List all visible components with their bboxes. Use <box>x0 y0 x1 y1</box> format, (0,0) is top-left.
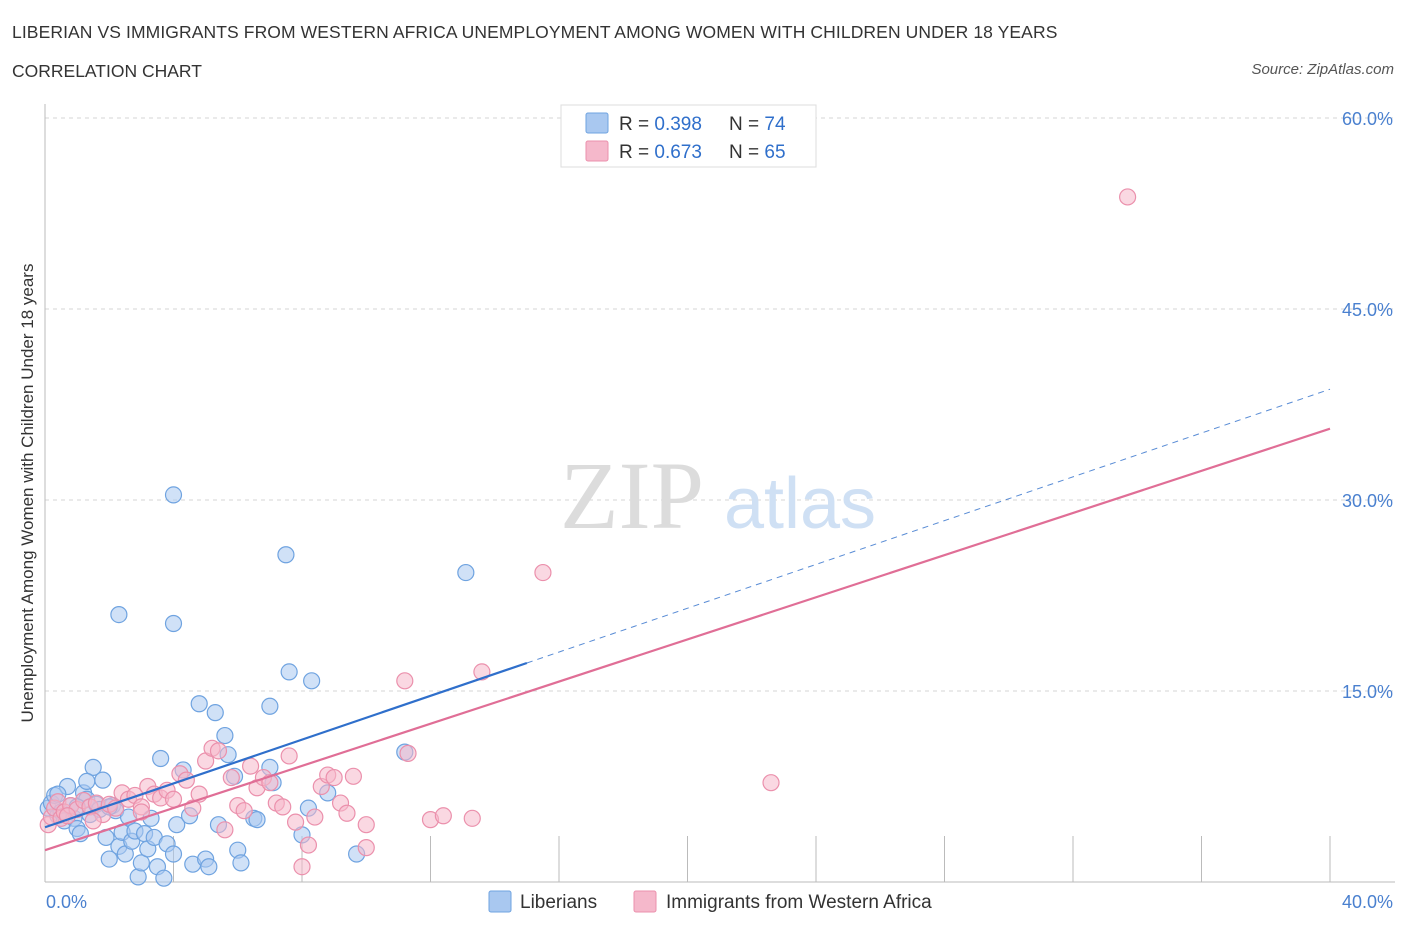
legend-swatch-liberians <box>488 890 512 913</box>
data-point <box>132 803 150 821</box>
data-point <box>152 749 170 768</box>
x-tick-label: 0.0% <box>46 892 87 912</box>
y-axis-label: Unemployment Among Women with Children U… <box>18 264 37 723</box>
data-point <box>434 807 452 825</box>
data-point <box>100 850 118 868</box>
data-point <box>235 802 253 820</box>
data-point <box>534 563 552 582</box>
data-point <box>338 804 356 822</box>
data-point <box>357 816 375 834</box>
y-tick-label: 15.0% <box>1342 682 1393 702</box>
data-point <box>1119 188 1137 206</box>
data-point <box>164 486 183 504</box>
legend-r-value: 0.398 <box>654 114 702 135</box>
watermark-atlas: atlas <box>724 464 876 544</box>
data-point <box>286 813 305 831</box>
data-point <box>274 798 292 816</box>
y-tick-label: 30.0% <box>1342 491 1393 511</box>
data-point <box>306 808 324 826</box>
legend-n-value: 65 <box>764 142 785 163</box>
legend-n-label: N = <box>729 114 764 135</box>
source-credit: Source: ZipAtlas.com <box>1251 61 1394 78</box>
data-point <box>293 858 311 876</box>
chart-subtitle: CORRELATION CHART <box>12 61 202 81</box>
trend-line-immigrants <box>44 427 1331 852</box>
trend-line-liberians-extension <box>526 388 1331 664</box>
legend-swatch-immigrants <box>633 890 657 913</box>
data-point <box>94 771 112 789</box>
data-point <box>277 546 295 564</box>
data-point <box>78 772 96 791</box>
svg-text:R = 0.398: R = 0.398 <box>619 114 702 135</box>
data-point <box>344 767 362 785</box>
series-legend: Liberians Immigrants from Western Africa <box>488 890 932 913</box>
legend-swatch-liberians <box>585 112 609 134</box>
x-tick-labels: 0.0% 40.0% <box>46 892 1393 912</box>
legend-r-label: R = <box>619 142 654 163</box>
y-tick-label: 60.0% <box>1342 109 1393 129</box>
legend-label-immigrants: Immigrants from Western Africa <box>666 892 932 913</box>
data-point <box>457 563 475 582</box>
data-point <box>762 774 780 792</box>
data-point <box>280 747 298 765</box>
data-point <box>164 790 183 808</box>
data-point <box>84 758 102 777</box>
data-point <box>299 836 318 854</box>
svg-text:N = 74: N = 74 <box>729 114 786 135</box>
trend-lines <box>44 388 1331 852</box>
data-point <box>110 605 128 624</box>
data-point <box>261 697 279 715</box>
legend-label-liberians: Liberians <box>520 892 597 913</box>
grid-lines <box>45 117 1395 692</box>
data-point <box>222 768 240 787</box>
legend-n-value: 74 <box>764 114 786 135</box>
data-point <box>248 811 266 829</box>
svg-text:N = 65: N = 65 <box>729 142 786 163</box>
data-point <box>463 809 481 827</box>
data-point <box>399 744 417 762</box>
y-tick-labels: 15.0% 30.0% 45.0% 60.0% <box>1342 109 1393 702</box>
chart-title: LIBERIAN VS IMMIGRANTS FROM WESTERN AFRI… <box>12 22 1058 42</box>
data-point <box>303 672 321 690</box>
data-point <box>84 812 102 830</box>
svg-text:R = 0.673: R = 0.673 <box>619 142 702 163</box>
legend-n-label: N = <box>729 142 764 163</box>
data-point <box>155 869 173 887</box>
data-point <box>132 854 150 872</box>
data-point <box>396 672 414 690</box>
data-point <box>164 614 183 633</box>
legend-swatch-immigrants <box>585 140 609 162</box>
data-point <box>168 816 186 834</box>
data-point <box>232 854 250 872</box>
x-tick-label: 40.0% <box>1342 892 1393 912</box>
data-point <box>242 757 260 775</box>
data-point <box>216 821 234 839</box>
trend-line-liberians <box>44 661 528 829</box>
data-point <box>357 839 375 857</box>
data-point <box>164 845 183 863</box>
data-point <box>216 726 234 745</box>
data-point <box>190 695 208 713</box>
data-point <box>200 858 218 876</box>
data-point <box>325 768 343 787</box>
watermark: ZIP atlas <box>560 442 876 549</box>
correlation-legend: R = 0.398 N = 74 R = 0.673 N = 65 <box>560 104 817 168</box>
data-point <box>209 742 228 760</box>
legend-r-label: R = <box>619 114 654 135</box>
data-point <box>280 663 298 681</box>
data-point <box>129 868 147 886</box>
y-tick-label: 45.0% <box>1342 300 1393 320</box>
data-point <box>206 704 224 722</box>
watermark-zip: ZIP <box>560 442 704 549</box>
legend-r-value: 0.673 <box>654 142 702 163</box>
